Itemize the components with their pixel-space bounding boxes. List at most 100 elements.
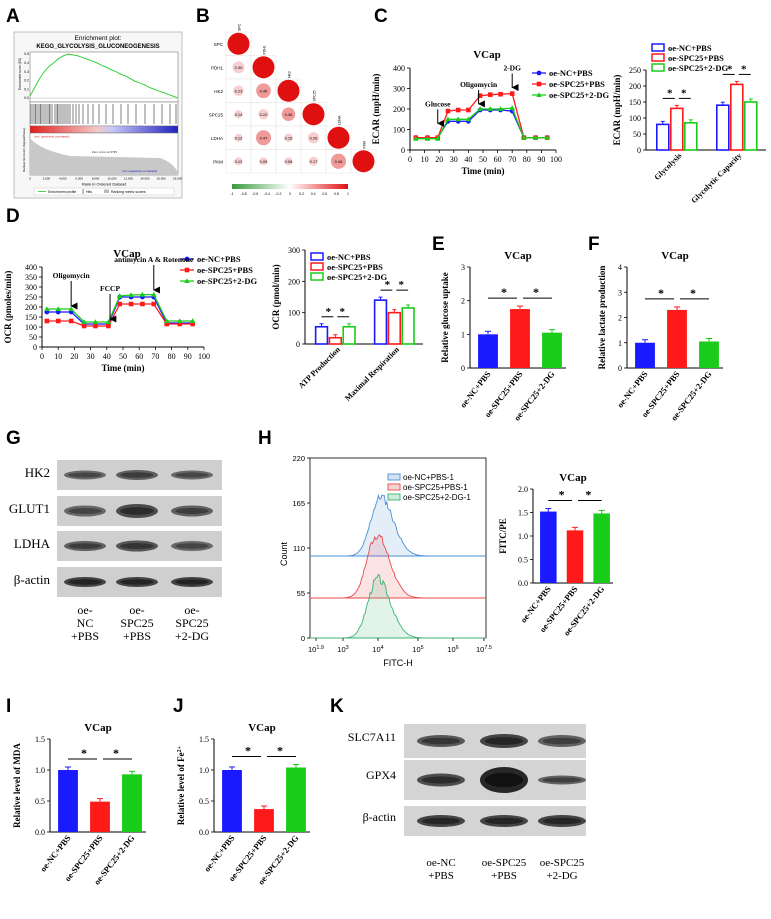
category-label: Glycolysis (653, 151, 684, 182)
corr-circle (255, 130, 272, 146)
y-tick-label: 100 (25, 323, 37, 332)
g-lane-label: SPC25 (175, 616, 208, 630)
data-point (81, 323, 87, 329)
panel-e-glucose-bar: 0 1 2 3 Relative glucose uptake VCap oe-NC+PBS… (440, 250, 566, 423)
data-point (128, 301, 134, 307)
data-point (498, 91, 503, 97)
corr-circle (307, 132, 320, 144)
gsea-ytick: 0.1 (24, 87, 29, 91)
y-tick-label: 4 (618, 263, 622, 272)
y-tick-label: 1.5 (199, 735, 209, 744)
corr-row-label: SPC25 (209, 112, 224, 117)
g-lane-label: oe- (129, 603, 144, 617)
h-legend-label: oe-SPC25+2-DG-1 (403, 493, 471, 502)
gsea-ylabel-top: Enrichment score (ES) (18, 58, 22, 90)
data-point (497, 106, 504, 111)
blot-band (171, 577, 213, 587)
corr-circle (327, 126, 350, 149)
x-tick-label: 10 (421, 155, 429, 164)
flow-histogram (310, 573, 486, 639)
g-lane-label: oe- (184, 603, 199, 617)
data-point (44, 306, 50, 311)
blot-band (538, 735, 586, 747)
y-tick-label: 50 (633, 130, 641, 139)
g-row-glut1: GLUT1 (9, 501, 50, 516)
g-lane-label: +PBS (71, 629, 99, 643)
sig-star: * (533, 285, 539, 299)
sig-star: * (398, 279, 404, 291)
k-row-actin: β-actin (363, 810, 396, 824)
h-xtick: 103 (337, 645, 348, 654)
data-point (151, 301, 157, 307)
corr-value: 0.23 (235, 88, 244, 93)
legend-label: oe-SPC25+PBS (668, 53, 724, 63)
line-ylabel: OCR (pmoles/min) (3, 271, 13, 344)
injection-arrow-label: FCCP (100, 284, 120, 293)
panel-label-b: B (196, 6, 210, 27)
gsea-pos-label: 'pos' (positively correlated) (34, 135, 69, 139)
corr-value: 0.05 (260, 159, 269, 164)
h-xtick: 104 (372, 645, 383, 654)
corr-value: 0.12 (235, 135, 244, 140)
sig-star: * (113, 746, 119, 760)
x-tick-label: 50 (479, 155, 487, 164)
data-point (509, 91, 515, 96)
legend-label: oe-SPC25+PBS (549, 79, 605, 89)
y-tick-label: 3 (461, 263, 465, 272)
corr-circle (308, 156, 319, 166)
panel-label-g: G (6, 428, 21, 449)
corr-value: 0.38 (285, 112, 294, 117)
blot-band (116, 504, 158, 518)
g-lane-label: SPC25 (120, 616, 153, 630)
corr-circle (227, 32, 250, 55)
data-point (477, 93, 483, 98)
h-ytick: 0 (301, 634, 305, 643)
blot-band (116, 577, 158, 587)
x-tick-label: 90 (537, 155, 545, 164)
k-lane-label: oe-NC (426, 857, 455, 869)
panel-d-ocr-bar: 0 100 200 300 OCR (pmol/min) * * ATP Production… (271, 246, 423, 403)
y-tick-label: 100 (288, 309, 300, 318)
sig-star: * (326, 306, 332, 318)
y-tick-label: 200 (25, 303, 37, 312)
injection-arrow-label: Glucose (425, 99, 451, 108)
h-ylabel: Count (279, 542, 289, 567)
panel-j-fe-bar: 0.0 0.5 1.0 1.5 Relative level of Fe2+ VCap oe… (176, 722, 310, 887)
y-tick-label: 0.0 (518, 579, 528, 588)
legend-label: oe-NC+PBS (668, 43, 712, 53)
y-tick-label: 250 (629, 66, 641, 75)
x-tick-label: 40 (464, 155, 472, 164)
corr-scale-tick: 0.6 (322, 192, 327, 196)
gsea-subtitle: KEGG_GLYCOLYSIS_GLUCONEOGENESIS (36, 44, 159, 50)
y-tick-label: 1.0 (518, 532, 528, 541)
data-point (190, 321, 195, 327)
y-tick-label: 1 (461, 330, 465, 339)
corr-value: 0.45 (260, 88, 269, 93)
gsea-rank-gradient (29, 125, 179, 134)
corr-value: 0.47 (260, 135, 269, 140)
legend-label: oe-SPC25+2-DG (668, 63, 728, 73)
bar (387, 311, 402, 345)
corr-col-label: PKM (363, 141, 367, 149)
blot-band (417, 773, 465, 787)
corr-scale-tick: -0.2 (275, 192, 281, 196)
corr-scale-tick: -0.6 (252, 192, 258, 196)
x-tick-label: 20 (70, 352, 78, 361)
panel-h-flow: 0 55 110 165 220 101.9 103 104 105 106 107.5 Count… (279, 454, 492, 668)
x-tick-label: 90 (184, 352, 192, 361)
corr-row-label: SPC (214, 42, 224, 47)
sig-star: * (81, 746, 87, 760)
k-lane-label: +PBS (428, 870, 454, 882)
data-point (487, 106, 493, 111)
bar (314, 325, 329, 345)
data-point (189, 318, 196, 323)
bar (254, 809, 274, 832)
blot-band (538, 775, 586, 785)
data-point (106, 323, 111, 329)
flow-histogram (310, 493, 486, 557)
flow-histogram (310, 534, 486, 599)
data-point (544, 134, 550, 140)
h-xtick: 106 (447, 645, 458, 654)
